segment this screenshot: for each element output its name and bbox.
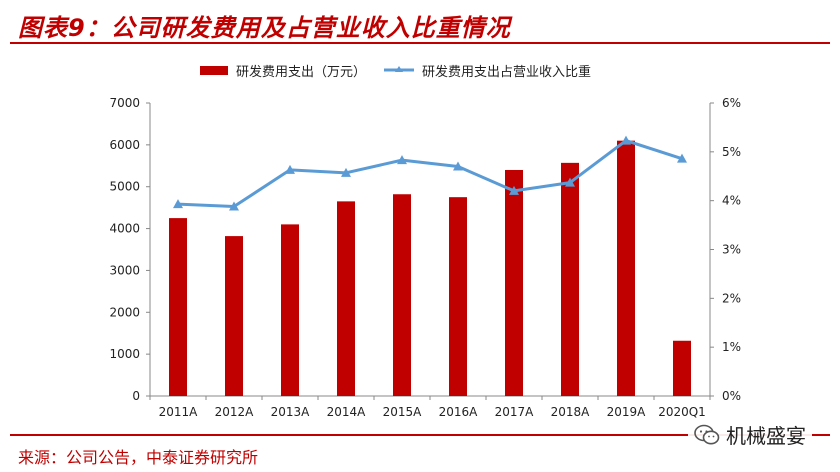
y-right-tick-label: 2% [722, 291, 741, 305]
legend-line-swatch [384, 66, 415, 72]
x-tick-label: 2011A [159, 405, 199, 419]
y-left-tick-label: 0 [132, 389, 140, 403]
chart-legend: 研发费用支出（万元） 研发费用支出占营业收入比重 [200, 60, 591, 80]
x-tick-label: 2014A [327, 405, 367, 419]
y-right-tick-label: 6% [722, 96, 741, 110]
x-tick-label: 2013A [271, 405, 311, 419]
x-tick-label: 2019A [607, 405, 647, 419]
title-divider [10, 42, 830, 44]
bar-2018A [561, 162, 579, 396]
legend-bar-swatch [200, 65, 228, 75]
wechat-icon [694, 424, 720, 444]
ratio-point-2012A [229, 201, 239, 211]
y-right-tick-label: 4% [722, 194, 741, 208]
y-right-tick-label: 3% [722, 243, 741, 257]
y-left-tick-label: 2000 [109, 305, 140, 319]
x-tick-label: 2017A [495, 405, 535, 419]
legend-item-line: 研发费用支出占营业收入比重 [384, 61, 591, 80]
y-left-tick-label: 1000 [109, 347, 140, 361]
ratio-point-2019A [621, 135, 631, 145]
ratio-point-2015A [397, 155, 407, 165]
x-tick-label: 2018A [551, 405, 591, 419]
bar-2013A [281, 224, 299, 396]
footer-divider [10, 434, 830, 436]
legend-label-line: 研发费用支出占营业收入比重 [422, 64, 592, 80]
x-tick-label: 2012A [215, 405, 255, 419]
ratio-point-2016A [453, 161, 463, 171]
watermark-text: 机械盛宴 [726, 424, 806, 448]
bar-2020Q1 [673, 340, 691, 396]
ratio-line [177, 139, 683, 209]
y-left-tick-label: 6000 [109, 138, 140, 152]
y-right-tick-label: 1% [722, 340, 741, 354]
x-tick-label: 2015A [383, 405, 423, 419]
bar-2015A [393, 194, 411, 396]
ratio-point-2013A [285, 164, 295, 174]
page-title: 图表9：公司研发费用及占营业收入比重情况 [18, 14, 511, 42]
x-tick-label: 2016A [439, 405, 479, 419]
y-right-tick-label: 5% [722, 145, 741, 159]
ratio-point-2017A [509, 185, 519, 195]
bar-2019A [617, 140, 635, 396]
y-left-tick-label: 7000 [109, 96, 140, 110]
bar-2011A [169, 218, 187, 396]
bar-2014A [337, 201, 355, 396]
legend-item-bar: 研发费用支出（万元） [200, 61, 366, 80]
source-note: 来源：公司公告，中泰证券研究所 [18, 448, 259, 467]
x-tick-label: 2020Q1 [658, 405, 706, 419]
watermark: 机械盛宴 [688, 418, 812, 451]
bar-2017A [505, 169, 523, 396]
bar-2016A [449, 197, 467, 396]
ratio-point-2014A [341, 167, 351, 177]
ratio-point-2011A [173, 199, 183, 209]
ratio-point-2020Q1 [677, 153, 687, 163]
y-left-tick-label: 3000 [109, 263, 140, 277]
ratio-point-2018A [565, 177, 575, 187]
bar-2012A [225, 236, 243, 396]
y-left-tick-label: 5000 [109, 180, 140, 194]
y-right-tick-label: 0% [722, 389, 741, 403]
legend-label-bar: 研发费用支出（万元） [236, 64, 367, 80]
y-left-tick-label: 4000 [109, 222, 140, 236]
